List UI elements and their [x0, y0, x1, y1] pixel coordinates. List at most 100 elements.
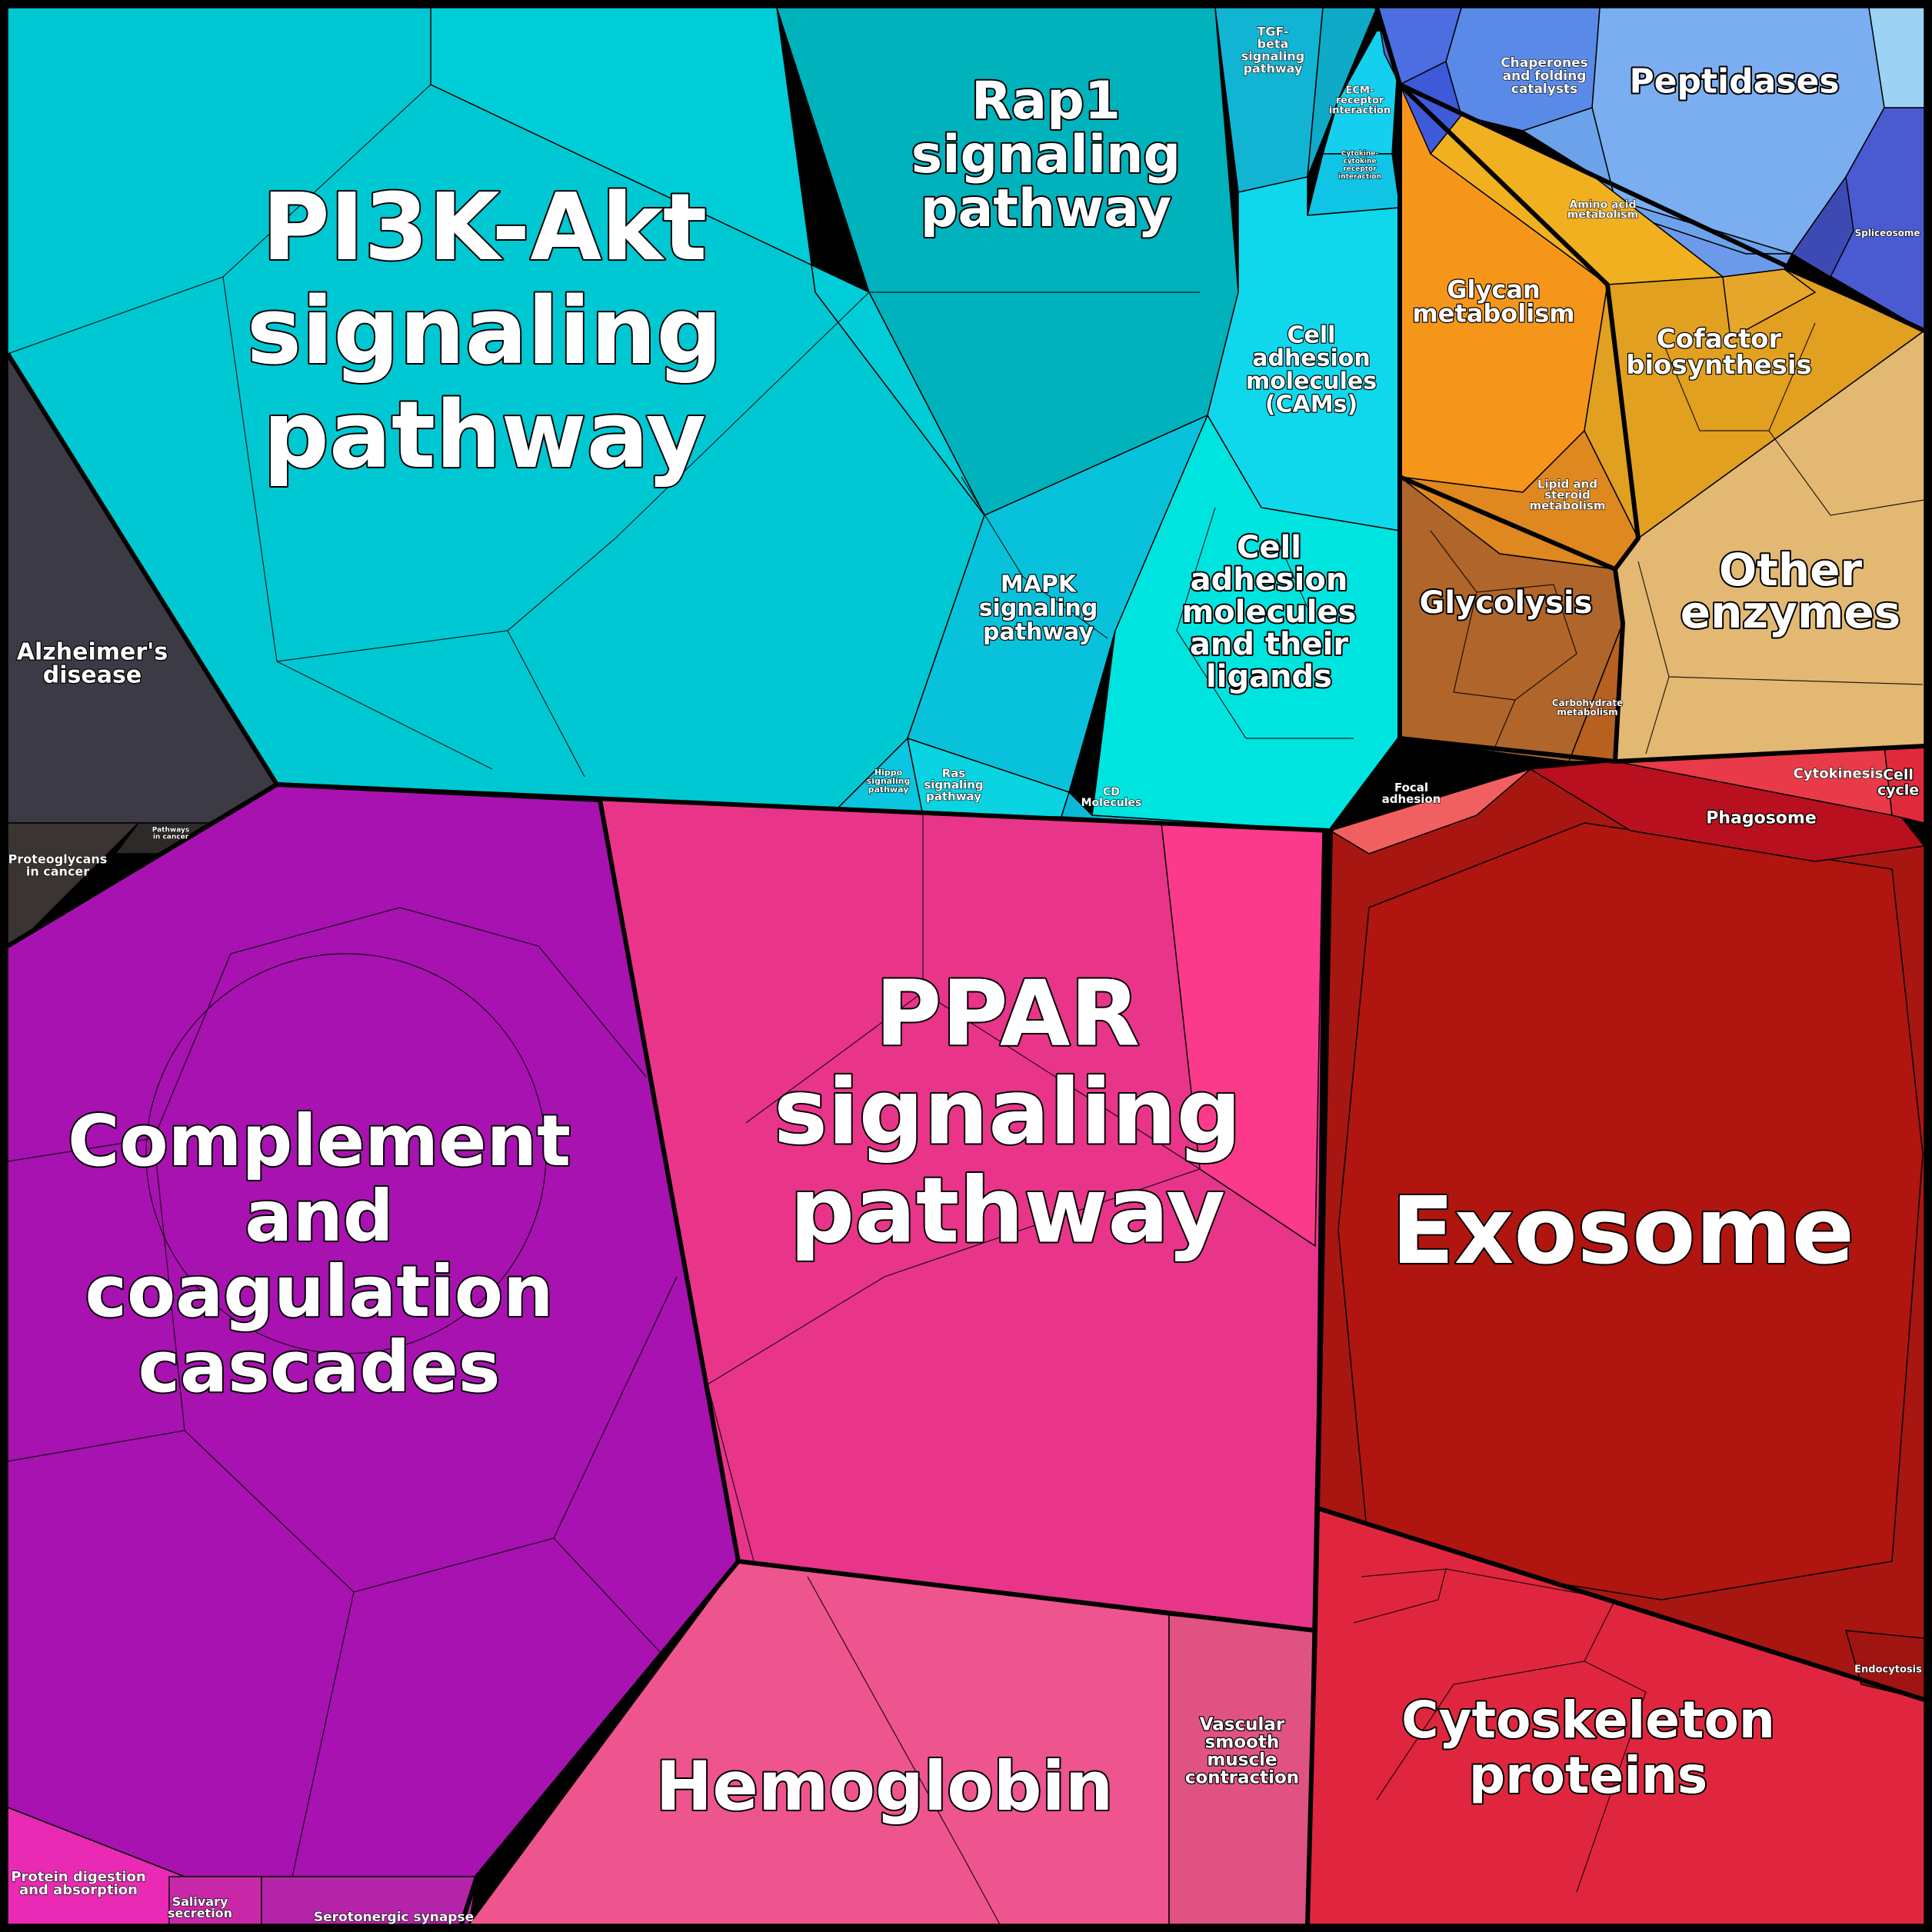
- label-pi3k: PI3K-Akt signaling pathway: [247, 175, 722, 489]
- label-line: Cytokine-: [1341, 150, 1379, 158]
- label-line: enzymes: [1681, 586, 1901, 638]
- label-line: metabolism: [1530, 498, 1606, 512]
- label-line: biosynthesis: [1626, 350, 1812, 381]
- label-line: metabolism: [1567, 208, 1638, 221]
- label-line: Chaperones: [1501, 55, 1588, 71]
- label-line: and absorption: [19, 1882, 138, 1898]
- label-line: interaction: [1329, 105, 1391, 117]
- label-line: pathway: [263, 382, 706, 489]
- cell-cofactor-b: [1722, 268, 1817, 340]
- label-line: signaling: [911, 125, 1181, 185]
- label-other-enz: Other enzymes: [1681, 544, 1901, 638]
- cell-aminoacid: [1429, 115, 1725, 285]
- label-cams: Cell adhesion molecules (CAMs): [1246, 322, 1377, 418]
- label-line: smooth: [1205, 1733, 1280, 1753]
- label-line: ligands: [1206, 659, 1332, 695]
- label-hemoglobin: Hemoglobin: [656, 1747, 1114, 1826]
- label-line: pathway: [983, 619, 1094, 646]
- label-salivary: Salivary secretion: [168, 1894, 232, 1920]
- label-line: Amino acid: [1569, 198, 1636, 211]
- label-ppar: PPAR signaling pathway: [774, 960, 1241, 1263]
- label-line: Other: [1719, 544, 1863, 596]
- label-line: signaling: [247, 278, 722, 385]
- label-tgf: TGF-beta signaling pathway: [1241, 25, 1304, 76]
- label-hippo: Hippo signaling pathway: [867, 768, 911, 794]
- label-ecm: ECM-receptor interaction: [1329, 85, 1391, 117]
- label-line: Cell: [1237, 530, 1301, 565]
- label-line: Focal: [1394, 781, 1428, 794]
- label-line: Complement: [68, 1100, 571, 1182]
- label-line: Proteoglycans: [8, 852, 108, 867]
- label-line: Lipid and: [1537, 477, 1597, 491]
- label-mapk: MAPK signaling pathway: [979, 571, 1098, 646]
- label-line: Phagosome: [1706, 809, 1817, 828]
- label-line: CD: [1103, 786, 1120, 798]
- label-peptidases: Peptidases: [1629, 62, 1839, 101]
- cell-mapk: [907, 414, 1209, 793]
- label-cell-adh-lig: Cell adhesion molecules and their ligands: [1182, 530, 1357, 695]
- label-phagosome: Phagosome: [1706, 809, 1817, 828]
- label-line: PPAR: [875, 960, 1140, 1066]
- label-lipid: Lipid and steroid metabolism: [1530, 477, 1606, 512]
- label-serotonergic: Serotonergic synapse: [314, 1910, 474, 1925]
- label-glycolysis: Glycolysis: [1420, 585, 1593, 621]
- complement-sub-a: [145, 953, 547, 1354]
- label-line: adhesion: [1191, 562, 1348, 598]
- label-line: adhesion: [1252, 345, 1371, 372]
- label-line: Protein digestion: [11, 1869, 145, 1885]
- label-line: Exosome: [1391, 1178, 1854, 1285]
- label-line: coagulation: [85, 1251, 553, 1333]
- label-line: secretion: [168, 1906, 232, 1920]
- label-line: catalysts: [1511, 82, 1577, 97]
- label-line: signaling: [924, 778, 983, 791]
- label-focal: Focal adhesion: [1382, 781, 1441, 806]
- label-line: ECM-: [1346, 85, 1374, 97]
- cell-spliceosome-b: [1790, 175, 1854, 278]
- label-alz: Alzheimer's disease: [17, 639, 168, 689]
- label-cd: CD Molecules: [1081, 786, 1142, 809]
- label-line: pathway: [1244, 62, 1303, 76]
- label-line: Serotonergic synapse: [314, 1910, 474, 1925]
- label-line: Molecules: [1081, 797, 1142, 809]
- label-rap1: Rap1 signaling pathway: [911, 71, 1181, 239]
- label-exosome: Exosome: [1391, 1178, 1854, 1285]
- label-line: pathway: [926, 789, 981, 803]
- label-line: interaction: [1338, 173, 1381, 181]
- label-line: in cancer: [153, 834, 189, 841]
- label-protein-dig: Protein digestion and absorption: [11, 1869, 145, 1898]
- label-line: Salivary: [172, 1894, 228, 1909]
- label-line: signaling: [867, 776, 911, 786]
- label-line: Spliceosome: [1855, 228, 1920, 238]
- label-line: Cytokinesis: [1794, 765, 1884, 781]
- label-line: Ras: [942, 766, 966, 780]
- label-line: contraction: [1185, 1768, 1299, 1788]
- label-line: Cell: [1883, 767, 1914, 784]
- label-line: pathway: [790, 1157, 1225, 1263]
- cell-focal: [1329, 768, 1531, 854]
- label-glycan: Glycan metabolism: [1412, 275, 1574, 328]
- label-line: muscle: [1207, 1750, 1277, 1770]
- label-line: Hippo: [874, 768, 903, 778]
- label-line: Glycolysis: [1420, 585, 1593, 621]
- label-line: cytokine: [1343, 158, 1376, 165]
- label-line: in cancer: [26, 864, 89, 879]
- label-endocytosis: Endocytosis: [1854, 1664, 1922, 1676]
- label-line: steroid: [1544, 488, 1591, 501]
- label-pathways-cancer: Pathways in cancer: [152, 827, 189, 841]
- label-line: MAPK: [1001, 571, 1078, 598]
- label-line: Hemoglobin: [656, 1747, 1114, 1826]
- label-line: signaling: [774, 1058, 1241, 1164]
- label-line: cycle: [1877, 782, 1919, 799]
- label-line: Carbohydrate: [1552, 698, 1624, 708]
- label-spliceosome: Spliceosome: [1855, 228, 1920, 238]
- cell-ecm: [1322, 30, 1401, 155]
- label-vascular: Vascular smooth muscle contraction: [1185, 1715, 1299, 1788]
- label-line: Pathways: [152, 827, 189, 834]
- label-line: and their: [1190, 627, 1348, 662]
- label-line: disease: [43, 662, 142, 689]
- label-line: molecules: [1246, 368, 1377, 395]
- label-line: Cell: [1287, 322, 1336, 349]
- label-cytokinesis: Cytokinesis: [1794, 765, 1884, 781]
- label-line: signaling: [1241, 49, 1304, 64]
